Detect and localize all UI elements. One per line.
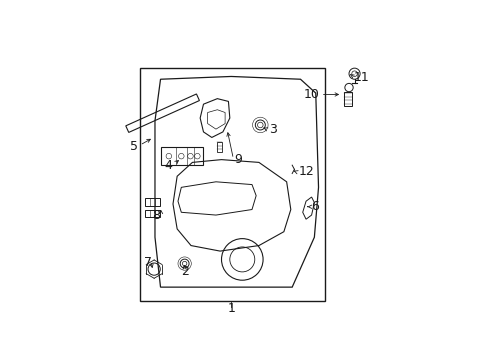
Text: 5: 5 <box>129 140 137 153</box>
Bar <box>144 210 160 217</box>
Bar <box>216 141 222 152</box>
Bar <box>140 68 325 301</box>
Text: 3: 3 <box>268 123 277 136</box>
Text: 9: 9 <box>234 153 242 166</box>
Text: 11: 11 <box>353 71 369 84</box>
Bar <box>160 147 203 165</box>
Text: 2: 2 <box>181 265 188 278</box>
Text: 7: 7 <box>144 256 152 269</box>
Text: 8: 8 <box>152 209 160 222</box>
Text: 6: 6 <box>311 200 319 213</box>
Text: 4: 4 <box>164 159 172 172</box>
Text: 12: 12 <box>298 165 313 178</box>
Text: 10: 10 <box>303 88 319 101</box>
Text: 1: 1 <box>227 302 235 315</box>
Bar <box>144 198 160 206</box>
Bar <box>344 92 351 105</box>
